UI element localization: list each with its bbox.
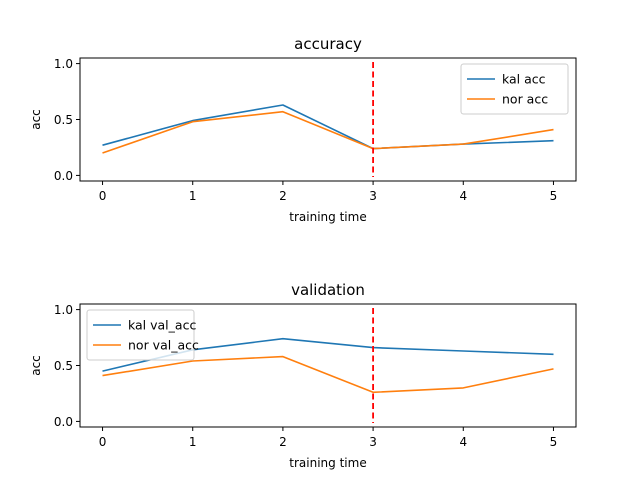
legend-entry-label: nor acc xyxy=(502,92,548,107)
y-axis-label: acc xyxy=(29,355,43,376)
x-tick-label: 2 xyxy=(279,435,287,449)
x-tick-label: 0 xyxy=(99,435,107,449)
y-tick-label: 0.0 xyxy=(54,169,73,183)
x-tick-label: 3 xyxy=(369,435,377,449)
x-tick-label: 4 xyxy=(459,435,467,449)
x-tick-label: 1 xyxy=(189,435,197,449)
legend-entry-label: nor val_acc xyxy=(128,338,199,353)
x-tick-label: 2 xyxy=(279,189,287,203)
x-tick-label: 0 xyxy=(99,189,107,203)
x-tick-label: 1 xyxy=(189,189,197,203)
y-tick-label: 1.0 xyxy=(54,57,73,71)
series-line-kal-acc xyxy=(102,104,554,150)
x-axis-label: training time xyxy=(289,456,366,470)
legend-entry-label: kal acc xyxy=(502,72,546,87)
subplot-validation: validation 0 1 2 3 4 5 0.0 0.5 1.0 training time ac… xyxy=(29,281,577,470)
y-tick-label: 1.0 xyxy=(54,303,73,317)
series-line-nor-acc xyxy=(102,110,554,154)
x-tick-label: 5 xyxy=(550,435,558,449)
y-tick-label: 0.0 xyxy=(54,415,73,429)
legend-box xyxy=(460,63,569,115)
y-tick-label: 0.5 xyxy=(54,113,73,127)
x-tick-label: 4 xyxy=(459,189,467,203)
series-line-nor-val-acc xyxy=(102,355,554,394)
legend-box xyxy=(86,309,195,361)
chart-title: accuracy xyxy=(294,35,362,53)
legend: kal acc nor acc xyxy=(460,63,569,115)
chart-title: validation xyxy=(291,281,365,299)
y-tick-label: 0.5 xyxy=(54,359,73,373)
x-axis-label: training time xyxy=(289,210,366,224)
legend-entry-label: kal val_acc xyxy=(128,318,196,333)
x-tick-label: 5 xyxy=(550,189,558,203)
subplot-accuracy: accuracy 0 1 2 3 4 5 0.0 0.5 1.0 training time acc k… xyxy=(29,35,577,224)
y-axis-label: acc xyxy=(29,109,43,130)
x-tick-label: 3 xyxy=(369,189,377,203)
